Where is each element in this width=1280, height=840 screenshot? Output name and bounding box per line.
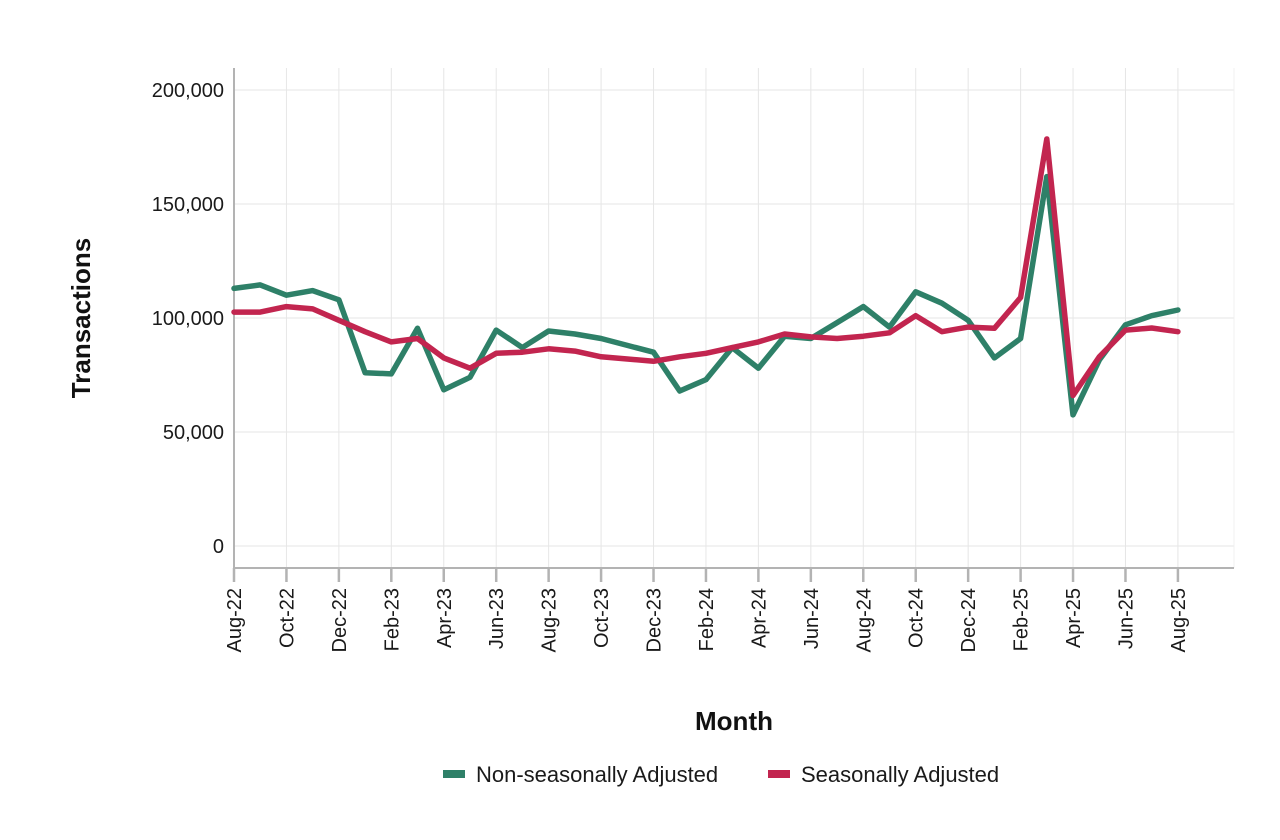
y-tick-label: 100,000	[152, 308, 224, 330]
x-axis-title: Month	[695, 706, 773, 736]
x-tick-label: Dec-23	[644, 588, 666, 652]
x-tick-label: Aug-23	[539, 588, 561, 653]
y-tick-label: 0	[213, 536, 224, 558]
x-tick-label: Aug-22	[224, 588, 246, 653]
x-tick-label: Oct-22	[276, 588, 298, 648]
legend: Non-seasonally Adjusted Seasonally Adjust…	[443, 762, 999, 787]
x-tick-label: Feb-25	[1011, 588, 1033, 651]
axes	[233, 68, 1234, 569]
x-tick-label: Feb-23	[381, 588, 403, 651]
x-axis-ticks: Aug-22 Oct-22 Dec-22 Feb-23 Apr-23 Jun-23 Aug-…	[224, 568, 1190, 653]
y-axis-ticks: 0 50,000 100,000 150,000 200,000	[152, 80, 224, 558]
legend-item-seasonally-adjusted: Seasonally Adjusted	[768, 762, 999, 787]
x-tick-label: Apr-23	[434, 588, 456, 648]
x-tick-label: Oct-23	[591, 588, 613, 648]
x-tick-label: Jun-25	[1115, 588, 1137, 649]
y-tick-label: 50,000	[163, 422, 224, 444]
x-tick-label: Dec-24	[958, 588, 980, 652]
y-axis-title: Transactions	[66, 238, 96, 398]
y-tick-label: 200,000	[152, 80, 224, 102]
x-tick-label: Jun-23	[486, 588, 508, 649]
grid	[233, 68, 1235, 568]
legend-label: Non-seasonally Adjusted	[476, 762, 718, 787]
x-tick-label: Aug-24	[853, 588, 875, 653]
x-tick-label: Aug-25	[1168, 588, 1190, 653]
x-tick-label: Apr-24	[748, 588, 770, 648]
legend-label: Seasonally Adjusted	[801, 762, 999, 787]
x-tick-label: Dec-22	[329, 588, 351, 652]
x-tick-label: Apr-25	[1063, 588, 1085, 648]
legend-item-non-seasonally-adjusted: Non-seasonally Adjusted	[443, 762, 718, 787]
x-tick-label: Jun-24	[801, 588, 823, 649]
series-lines	[231, 136, 1181, 418]
legend-swatch	[768, 770, 790, 778]
x-tick-label: Feb-24	[696, 588, 718, 651]
legend-swatch	[443, 770, 465, 778]
x-tick-label: Oct-24	[906, 588, 928, 648]
y-tick-label: 150,000	[152, 194, 224, 216]
